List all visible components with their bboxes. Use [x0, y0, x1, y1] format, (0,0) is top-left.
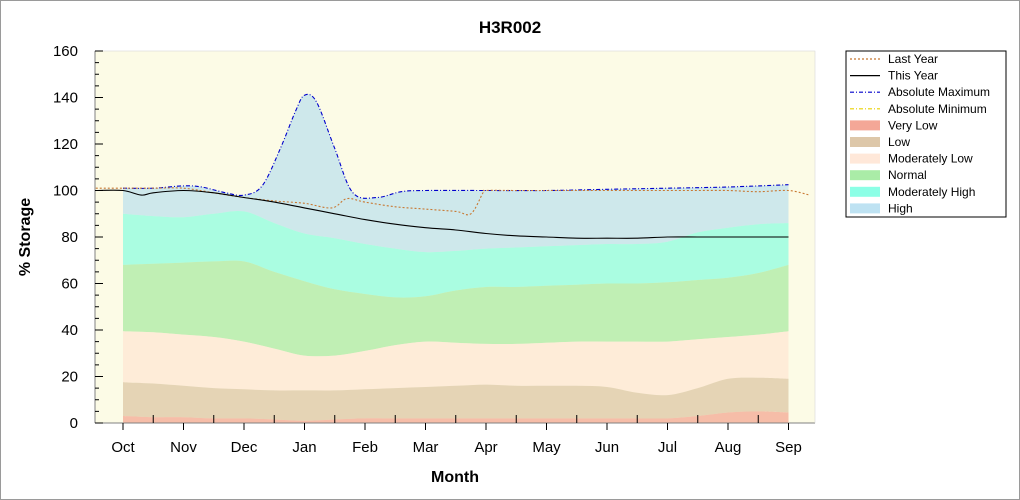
legend-label-absolute-maximum: Absolute Maximum	[888, 85, 990, 99]
axes: 0 20 40 60 80 100 120 140 160 Oct Nov Dec Jan Feb Mar A…	[53, 43, 816, 456]
legend-label-moderately-low: Moderately Low	[888, 152, 973, 166]
legend-label-moderately-high: Moderately High	[888, 185, 975, 199]
y-tick-label: 80	[61, 229, 78, 246]
y-axis-label: % Storage	[17, 198, 34, 276]
x-tick-label: Feb	[352, 439, 378, 456]
legend-swatch-high	[850, 203, 880, 214]
y-tick-label: 60	[61, 276, 78, 293]
x-tick-label: Apr	[474, 439, 497, 456]
legend-swatch-normal	[850, 170, 880, 181]
band-low	[123, 377, 789, 421]
band-moderately-low	[123, 331, 789, 396]
y-tick-label: 40	[61, 322, 78, 339]
band-normal	[123, 260, 789, 357]
x-tick-label: Jun	[595, 439, 619, 456]
legend-swatch-very-low	[850, 120, 880, 131]
chart-title: H3R002	[479, 18, 541, 37]
x-tick-label: Dec	[231, 439, 258, 456]
x-tick-label: Jan	[292, 439, 316, 456]
y-tick-label: 100	[53, 183, 78, 200]
legend-label-this-year: This Year	[888, 69, 938, 83]
legend-label-low: Low	[888, 135, 910, 149]
band-very-low	[123, 411, 789, 423]
series-lines	[95, 93, 810, 239]
x-tick-label: Jul	[658, 439, 677, 456]
y-tick-label: 160	[53, 43, 78, 60]
y-tick-label: 120	[53, 136, 78, 153]
x-tick-label: Sep	[775, 439, 802, 456]
legend-label-absolute-minimum: Absolute Minimum	[888, 102, 987, 116]
x-tick-label: Aug	[715, 439, 742, 456]
y-tick-label: 20	[61, 369, 78, 386]
legend-swatch-moderately-high	[850, 186, 880, 197]
band-high	[123, 94, 789, 253]
y-tick-label: 0	[70, 415, 78, 432]
legend-label-normal: Normal	[888, 168, 927, 182]
x-tick-label: May	[532, 439, 561, 456]
x-tick-label: Mar	[413, 439, 439, 456]
band-moderately-high	[123, 210, 789, 298]
legend-label-very-low: Very Low	[888, 118, 938, 132]
x-axis-label: Month	[431, 469, 479, 486]
y-tick-label: 140	[53, 90, 78, 107]
legend: Last Year This Year Absolute Maximum Absolu…	[845, 50, 1007, 218]
line-this-year	[95, 189, 789, 239]
x-tick-label: Nov	[170, 439, 197, 456]
percentile-bands	[123, 94, 789, 423]
x-tick-label: Oct	[111, 439, 135, 456]
legend-swatch-low	[850, 137, 880, 147]
legend-label-high: High	[888, 201, 913, 215]
legend-swatch-moderately-low	[850, 153, 880, 164]
legend-label-last-year: Last Year	[888, 52, 938, 66]
line-absolute-maximum	[122, 93, 789, 199]
